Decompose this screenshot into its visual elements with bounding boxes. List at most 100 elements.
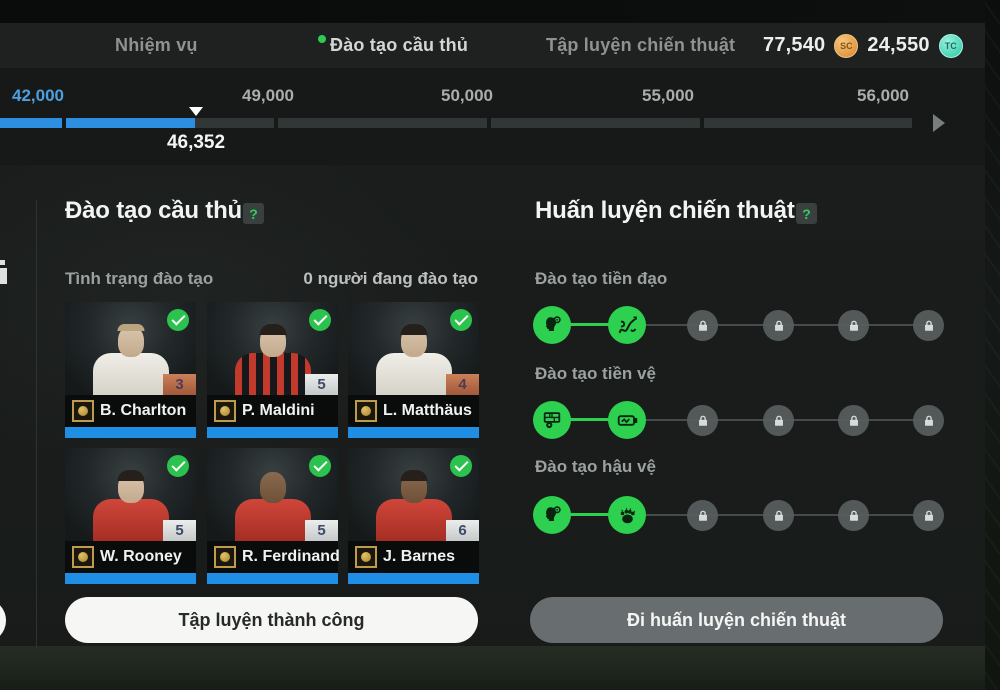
tc-coin-icon: TC xyxy=(938,33,963,58)
player-namebar: B. Charlton xyxy=(65,395,196,427)
training-level-badge: 6 xyxy=(446,520,479,541)
milestone-label: 49,000 xyxy=(242,86,294,105)
trained-check-icon xyxy=(309,455,331,477)
trained-check-icon xyxy=(167,455,189,477)
trained-check-icon xyxy=(450,309,472,331)
player-training-help-button[interactable]: ? xyxy=(243,203,264,224)
player-namebar: J. Barnes xyxy=(348,541,479,573)
node-locked-lock-icon[interactable] xyxy=(763,405,794,436)
trained-check-icon xyxy=(167,309,189,331)
trained-check-icon xyxy=(450,455,472,477)
tactic-training-help-button[interactable]: ? xyxy=(796,203,817,224)
player-silhouette xyxy=(92,499,169,541)
tab-missions[interactable]: Nhiệm vụ xyxy=(115,23,198,68)
trained-check-icon xyxy=(309,309,331,331)
node-stamina-icon[interactable] xyxy=(608,401,646,439)
train-success-button[interactable]: Tập luyện thành công xyxy=(65,597,478,643)
training-level-badge: 3 xyxy=(163,374,196,395)
tc-amount: 24,550 xyxy=(867,34,930,56)
node-heading-icon[interactable] xyxy=(533,496,571,534)
node-locked-lock-icon[interactable] xyxy=(687,310,718,341)
node-locked-lock-icon[interactable] xyxy=(838,310,869,341)
player-card[interactable]: 3 B. Charlton xyxy=(65,302,196,438)
training-level-badge: 5 xyxy=(163,520,196,541)
node-locked-lock-icon[interactable] xyxy=(687,405,718,436)
node-locked-lock-icon[interactable] xyxy=(913,500,944,531)
player-card[interactable]: 5 R. Ferdinand xyxy=(207,448,340,584)
progress-segment xyxy=(66,118,274,128)
legend-emblem-icon xyxy=(355,546,377,568)
node-paw-icon[interactable] xyxy=(608,496,646,534)
sc-coin-icon: SC xyxy=(834,33,859,58)
node-heading-icon[interactable] xyxy=(533,306,571,344)
node-pass-wall-icon[interactable] xyxy=(533,401,571,439)
player-head xyxy=(117,326,144,357)
track-forward-label: Đào tạo tiền đạo xyxy=(535,269,668,288)
training-level-badge: 4 xyxy=(446,374,479,395)
milestones-next-arrow-icon[interactable] xyxy=(933,114,945,132)
training-level-badge: 5 xyxy=(305,520,338,541)
player-name: R. Ferdinand xyxy=(242,548,340,565)
player-name: B. Charlton xyxy=(100,402,187,419)
player-silhouette xyxy=(234,353,311,395)
player-card[interactable]: 5 P. Maldini xyxy=(207,302,338,438)
legend-emblem-icon xyxy=(214,546,236,568)
legend-emblem-icon xyxy=(72,546,94,568)
milestone-label: 55,000 xyxy=(642,86,694,105)
tab-tactic-training[interactable]: Tập luyện chiến thuật xyxy=(546,23,735,68)
player-xp-bar xyxy=(65,573,196,584)
progress-segment xyxy=(704,118,912,128)
node-dribbling-icon[interactable] xyxy=(608,306,646,344)
player-namebar: P. Maldini xyxy=(207,395,338,427)
tactic-training-title: Huấn luyện chiến thuật xyxy=(535,197,795,224)
legend-emblem-icon xyxy=(355,400,377,422)
player-namebar: R. Ferdinand xyxy=(207,541,340,573)
legend-emblem-icon xyxy=(214,400,236,422)
main-content: Đào tạo cầu thủ ? Tình trạng đào tạo 0 n… xyxy=(0,165,985,690)
panel-divider xyxy=(36,200,37,648)
node-locked-lock-icon[interactable] xyxy=(687,500,718,531)
sc-amount: 77,540 xyxy=(763,34,826,56)
node-locked-lock-icon[interactable] xyxy=(838,405,869,436)
player-hair xyxy=(259,324,286,335)
offscreen-text-fragment xyxy=(0,268,7,284)
player-hair xyxy=(400,470,427,481)
pitch-background-strip xyxy=(0,646,985,690)
offscreen-button-fragment[interactable] xyxy=(0,598,6,643)
current-progress-value: 46,352 xyxy=(166,132,226,153)
player-xp-bar xyxy=(207,573,338,584)
track-connector-active xyxy=(552,513,627,516)
top-decor-strip xyxy=(0,0,985,23)
milestone-label: 56,000 xyxy=(857,86,909,105)
progress-segment xyxy=(0,118,62,128)
node-locked-lock-icon[interactable] xyxy=(838,500,869,531)
player-hair xyxy=(117,470,144,481)
player-name: W. Rooney xyxy=(100,548,182,565)
player-name: L. Matthäus xyxy=(383,402,472,419)
player-training-title: Đào tạo cầu thủ xyxy=(65,197,243,224)
player-card[interactable]: 4 L. Matthäus xyxy=(348,302,479,438)
training-status-label: Tình trạng đào tạo xyxy=(65,269,214,288)
player-namebar: W. Rooney xyxy=(65,541,196,573)
tab-player-training[interactable]: Đào tạo cầu thủ xyxy=(330,23,468,68)
player-head xyxy=(259,472,286,503)
player-name: P. Maldini xyxy=(242,402,315,419)
player-namebar: L. Matthäus xyxy=(348,395,479,427)
tab-label: Nhiệm vụ xyxy=(115,35,198,55)
progress-segment xyxy=(278,118,487,128)
node-locked-lock-icon[interactable] xyxy=(913,310,944,341)
top-navbar: Nhiệm vụ Đào tạo cầu thủ Tập luyện chiến… xyxy=(0,23,985,68)
player-card[interactable]: 5 W. Rooney xyxy=(65,448,196,584)
player-xp-bar xyxy=(207,427,338,438)
player-card[interactable]: 6 J. Barnes xyxy=(348,448,479,584)
go-tactic-training-button[interactable]: Đi huấn luyện chiến thuật xyxy=(530,597,943,643)
track-defense-label: Đào tạo hậu vệ xyxy=(535,457,656,476)
node-locked-lock-icon[interactable] xyxy=(763,500,794,531)
player-silhouette xyxy=(92,353,169,395)
progress-segment xyxy=(491,118,700,128)
node-locked-lock-icon[interactable] xyxy=(763,310,794,341)
legend-emblem-icon xyxy=(72,400,94,422)
track-connector-active xyxy=(552,418,627,421)
node-locked-lock-icon[interactable] xyxy=(913,405,944,436)
